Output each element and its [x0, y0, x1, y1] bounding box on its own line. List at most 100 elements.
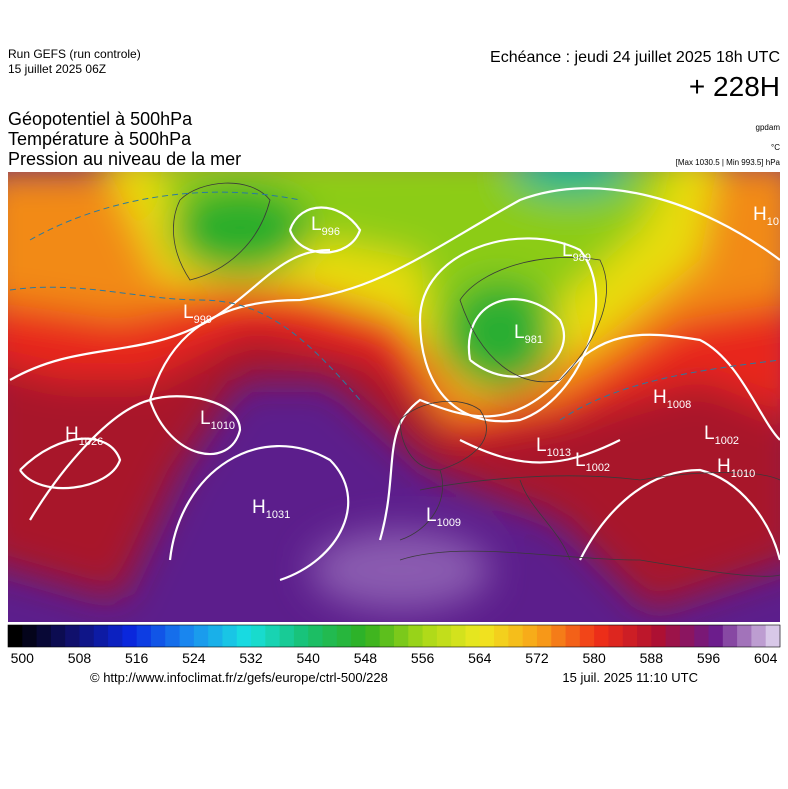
center-pressure: 1008: [667, 399, 691, 411]
run-date: 15 juillet 2025 06Z: [8, 62, 106, 76]
colorbar-swatch: [308, 625, 324, 647]
colorbar-swatch: [394, 625, 409, 647]
colorbar-swatch: [136, 625, 152, 647]
pressure-center: L999: [183, 302, 212, 326]
colorbar-swatch: [208, 625, 223, 647]
colorbar-swatch: [379, 625, 395, 647]
colorbar-swatch: [708, 625, 724, 647]
source-url: © http://www.infoclimat.fr/z/gefs/europe…: [90, 670, 388, 685]
center-pressure: 981: [525, 334, 543, 346]
center-pressure: 1002: [715, 435, 739, 447]
pressure-center: L1002: [575, 450, 610, 474]
center-pressure: 989: [573, 252, 591, 264]
center-pressure: 1002: [586, 462, 610, 474]
center-letter: L: [704, 423, 715, 444]
colorbar-swatch: [150, 625, 166, 647]
colorbar-swatch: [408, 625, 424, 647]
colorbar-swatch: [579, 625, 595, 647]
center-letter: L: [311, 214, 322, 235]
colorbar-swatch: [122, 625, 138, 647]
colorbar-tick-label: 516: [125, 650, 149, 666]
generated-time: 15 juil. 2025 11:10 UTC: [562, 670, 698, 685]
pressure-centers: H1026 L1010 H1031 L999 L996 L989 L981 H1…: [65, 204, 779, 529]
colorbar-swatch: [765, 625, 781, 647]
lead-time: + 228H: [689, 71, 780, 102]
colorbar-swatch: [322, 625, 338, 647]
pressure-center: L1010: [200, 408, 235, 432]
colorbar-swatch: [65, 625, 80, 647]
pressure-center: L989: [562, 240, 591, 264]
colorbar-frame: [7, 624, 781, 648]
colorbar-swatch: [436, 625, 452, 647]
field-unit: [Max 1030.5 | Min 993.5] hPa: [676, 158, 781, 167]
colorbar-swatch: [236, 625, 252, 647]
center-pressure: 1009: [437, 517, 461, 529]
center-letter: H: [653, 387, 667, 408]
colorbar-swatch: [50, 625, 66, 647]
center-letter: H: [65, 424, 79, 445]
center-letter: H: [753, 204, 767, 225]
colorbar-swatch: [594, 625, 609, 647]
colorbar-tick-label: 588: [640, 650, 664, 666]
colorbar-swatch: [622, 625, 638, 647]
colorbar-swatch: [665, 625, 681, 647]
colorbar-swatch: [293, 625, 309, 647]
colorbar-swatch: [494, 625, 509, 647]
field-unit: gpdam: [756, 123, 781, 132]
colorbar-swatch: [651, 625, 667, 647]
colorbar-swatch: [451, 625, 466, 647]
colorbar-swatch: [694, 625, 710, 647]
colorbar-swatch: [465, 625, 481, 647]
pressure-center: L981: [514, 322, 543, 346]
valid-time: Echéance : jeudi 24 juillet 2025 18h UTC: [490, 49, 780, 66]
colorbar-swatch: [751, 625, 767, 647]
colorbar-tick-label: 596: [697, 650, 721, 666]
center-letter: L: [426, 505, 437, 526]
center-pressure: 996: [322, 226, 340, 238]
colorbar-swatch: [265, 625, 281, 647]
colorbar-swatch: [93, 625, 109, 647]
pressure-center: L1009: [426, 505, 461, 529]
colorbar-swatch: [565, 625, 581, 647]
center-letter: L: [536, 435, 547, 456]
colorbar-tick-label: 500: [11, 650, 35, 666]
center-pressure: 10: [767, 216, 779, 228]
colorbar-swatch: [108, 625, 123, 647]
colorbar-swatch: [536, 625, 552, 647]
center-letter: H: [717, 456, 731, 477]
pressure-center: H1008: [653, 387, 691, 411]
colorbar-swatch: [22, 625, 38, 647]
pressure-center: L996: [311, 214, 340, 238]
colorbar-swatch: [608, 625, 624, 647]
colorbar-swatch: [279, 625, 295, 647]
colorbar-tick-label: 572: [525, 650, 549, 666]
colorbar-tick-label: 556: [411, 650, 435, 666]
colorbar-swatch: [722, 625, 738, 647]
colorbar-swatch: [422, 625, 438, 647]
field-title: Pression au niveau de la mer: [8, 149, 241, 169]
colorbar-swatch: [637, 625, 652, 647]
colorbar-swatch: [8, 625, 23, 647]
colorbar-swatch: [365, 625, 381, 647]
colorbar-swatch: [193, 625, 209, 647]
center-pressure: 999: [194, 314, 212, 326]
colorbar-tick-label: 604: [754, 650, 778, 666]
colorbar-swatch: [179, 625, 195, 647]
map: [8, 172, 780, 622]
colorbar-tick-label: 564: [468, 650, 492, 666]
colorbar-tick-label: 508: [68, 650, 92, 666]
center-pressure: 1013: [547, 447, 571, 459]
field-unit: °C: [771, 143, 780, 152]
colorbar-swatch: [36, 625, 52, 647]
colorbar-swatch: [679, 625, 695, 647]
colorbar-tick-label: 548: [354, 650, 378, 666]
center-letter: L: [514, 322, 525, 343]
colorbar-swatch: [351, 625, 366, 647]
center-letter: L: [183, 302, 194, 323]
pressure-center: H1026: [65, 424, 103, 448]
center-letter: L: [200, 408, 211, 429]
colorbar-tick-label: 540: [297, 650, 321, 666]
colorbar-swatch: [551, 625, 567, 647]
